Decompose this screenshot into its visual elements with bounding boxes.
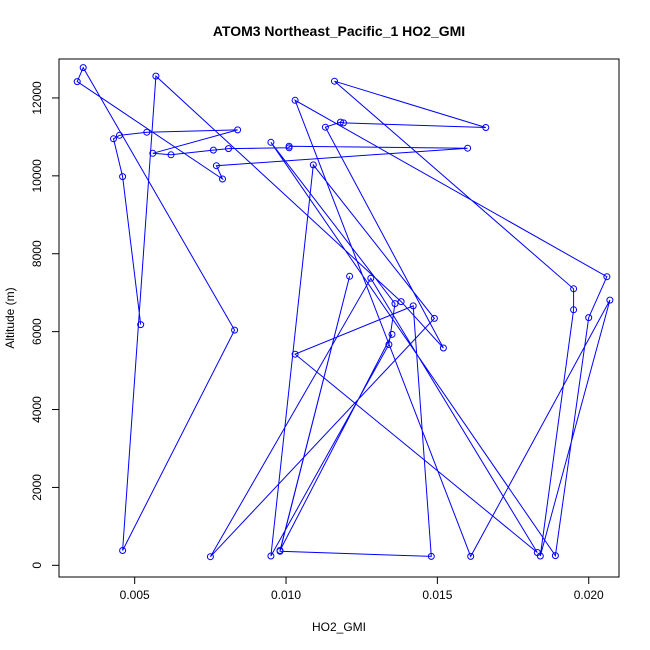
data-point — [267, 552, 275, 560]
y-tick-label: 6000 — [30, 318, 44, 345]
x-tick-label: 0.020 — [574, 588, 604, 602]
series-layer — [73, 64, 614, 561]
y-tick-label: 0 — [30, 562, 44, 569]
data-point — [467, 552, 475, 560]
data-point — [309, 161, 317, 169]
data-point — [409, 302, 417, 310]
x-axis: 0.005 0.010 0.015 0.020 — [120, 576, 604, 602]
data-point — [388, 330, 396, 338]
data-point — [149, 149, 157, 157]
y-axis-label: Altitude (m) — [3, 287, 17, 348]
data-point — [152, 72, 160, 80]
data-point — [585, 314, 593, 322]
data-point — [73, 78, 81, 86]
data-point — [551, 552, 559, 560]
data-point — [291, 350, 299, 358]
data-point — [234, 126, 242, 134]
data-point — [346, 272, 354, 280]
data-point — [337, 118, 344, 126]
data-point — [116, 131, 123, 139]
data-point — [570, 306, 578, 314]
data-point — [119, 173, 127, 181]
x-tick-label: 0.015 — [422, 588, 452, 602]
chart-title: ATOM3 Northeast_Pacific_1 HO2_GMI — [213, 23, 465, 39]
y-tick-label: 2000 — [30, 474, 44, 501]
data-point — [276, 547, 284, 554]
data-point — [143, 128, 151, 136]
data-point — [110, 135, 117, 143]
data-point — [533, 549, 541, 556]
data-point — [397, 298, 405, 306]
data-point — [603, 273, 611, 281]
series-line — [76, 66, 611, 558]
x-axis-label: HO2_GMI — [312, 620, 366, 634]
data-point — [427, 552, 435, 560]
y-axis: 0 2000 4000 6000 8000 10000 12000 — [30, 81, 60, 569]
y-tick-label: 4000 — [30, 396, 44, 423]
data-point — [285, 142, 293, 150]
data-point — [209, 146, 217, 154]
x-tick-label: 0.010 — [271, 588, 301, 602]
data-point — [79, 64, 87, 72]
data-point — [225, 145, 232, 153]
x-tick-label: 0.005 — [120, 588, 150, 602]
data-point — [212, 162, 220, 170]
y-tick-label: 8000 — [30, 240, 44, 267]
data-point — [331, 77, 338, 85]
data-point — [482, 124, 490, 131]
data-point — [291, 96, 299, 104]
data-point — [119, 547, 127, 554]
data-point — [464, 144, 472, 152]
data-point — [367, 274, 375, 282]
data-point — [206, 553, 214, 561]
data-point — [231, 326, 239, 334]
data-point — [340, 119, 347, 127]
data-point — [606, 296, 614, 304]
data-point — [137, 321, 145, 329]
data-point — [321, 123, 329, 131]
data-point — [385, 341, 393, 348]
data-point — [391, 300, 399, 308]
data-point — [167, 151, 175, 159]
data-point — [430, 314, 438, 322]
data-point — [439, 344, 447, 352]
data-point — [570, 285, 578, 293]
data-point — [219, 175, 226, 183]
y-tick-label: 10000 — [30, 159, 44, 193]
data-point — [267, 138, 275, 146]
y-tick-label: 12000 — [30, 81, 44, 115]
